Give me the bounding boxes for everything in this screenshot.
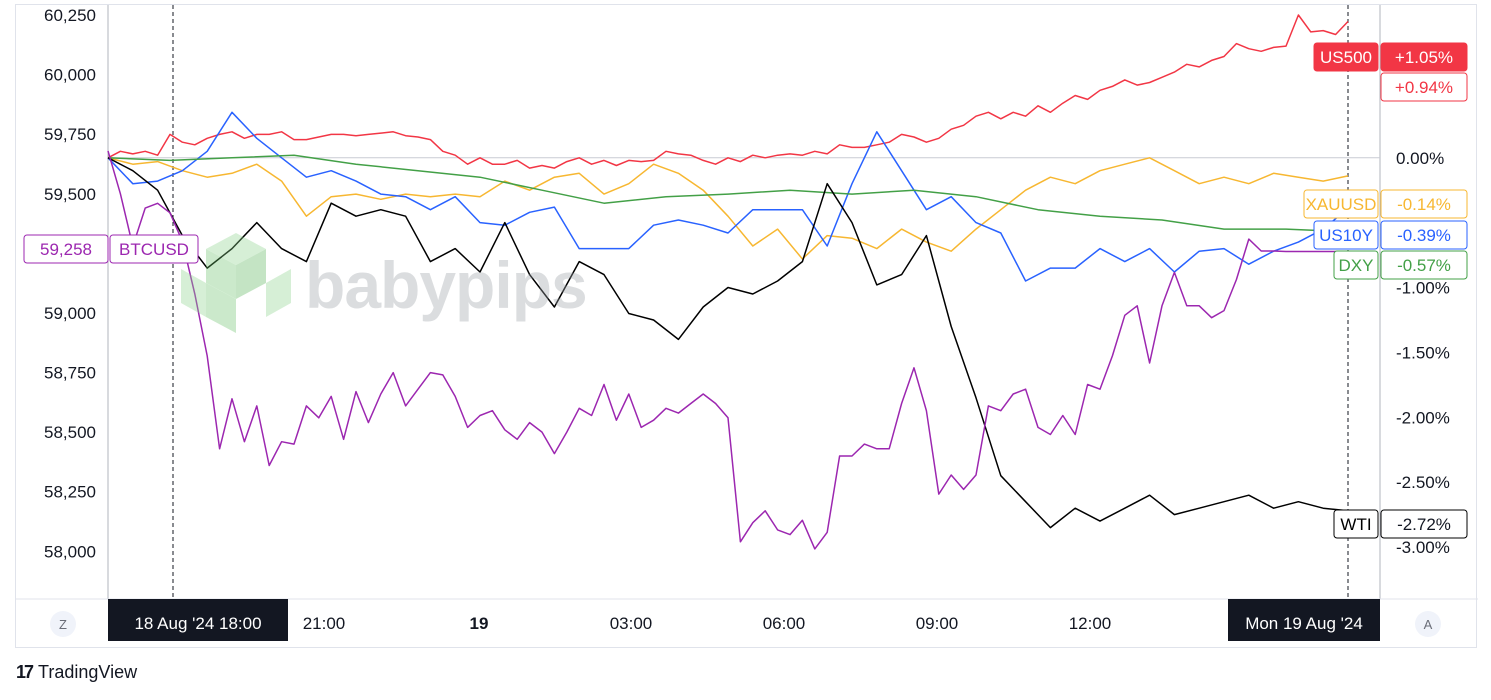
- left-tick-label: 59,500: [44, 185, 96, 204]
- badge-value-btcusd: 59,258: [40, 240, 92, 259]
- series-line-wti: [107, 157, 1349, 529]
- left-tick-label: 58,250: [44, 483, 96, 502]
- badge-name-us500: US500: [1320, 48, 1372, 67]
- badge-name-us10y: US10Y: [1319, 226, 1373, 245]
- right-tick-label: -3.00%: [1396, 538, 1450, 557]
- time-tick-label: 03:00: [610, 614, 653, 633]
- series-line-us500: [107, 14, 1349, 169]
- badge-value-us10y: -0.39%: [1397, 226, 1451, 245]
- tradingview-mark-icon: 17: [16, 662, 34, 682]
- scale-z-button[interactable]: Z: [50, 611, 76, 637]
- badge-value-dxy: -0.57%: [1397, 256, 1451, 275]
- series-line-xauusd: [107, 157, 1349, 260]
- right-tick-label: -2.00%: [1396, 408, 1450, 427]
- badge-name-box-xauusd: [1303, 189, 1379, 219]
- time-tick-label: 12:00: [1069, 614, 1112, 633]
- auto-scale-button[interactable]: A: [1415, 611, 1441, 637]
- badge-value-box-dxy: [1380, 250, 1468, 280]
- badge-sub-box-us500: [1380, 72, 1468, 102]
- tradingview-wordmark: TradingView: [38, 662, 138, 682]
- end-time-box: [1228, 599, 1380, 641]
- badge-sub-value-us500: +0.94%: [1395, 78, 1453, 97]
- badge-value-box-us500: [1380, 42, 1468, 72]
- left-tick-label: 58,000: [44, 542, 96, 561]
- left-tick-label: 58,500: [44, 423, 96, 442]
- start-time-label: 18 Aug '24 18:00: [134, 614, 261, 633]
- badge-value-box-wti: [1380, 509, 1468, 539]
- badge-name-box-dxy: [1333, 250, 1379, 280]
- badge-name-dxy: DXY: [1339, 256, 1374, 275]
- chart-svg[interactable]: 60,25060,00059,75059,50059,25059,00058,7…: [16, 5, 1478, 649]
- badge-value-wti: -2.72%: [1397, 515, 1451, 534]
- badge-name-box-btcusd: [109, 234, 199, 264]
- right-tick-label: 0.00%: [1396, 149, 1444, 168]
- left-tick-label: 59,000: [44, 304, 96, 323]
- right-tick-label: -2.50%: [1396, 473, 1450, 492]
- watermark-text: babypips: [305, 248, 588, 322]
- time-tick-label: 19: [470, 614, 489, 633]
- chart-frame: 60,25060,00059,75059,50059,25059,00058,7…: [15, 4, 1478, 649]
- tradingview-logo[interactable]: 17 TradingView: [16, 662, 137, 683]
- time-tick-label: 09:00: [916, 614, 959, 633]
- left-tick-label: 60,250: [44, 6, 96, 25]
- badge-name-box-wti: [1333, 509, 1379, 539]
- badge-name-box-us500: [1313, 42, 1379, 72]
- time-tick-label: 21:00: [303, 614, 346, 633]
- badge-name-xauusd: XAUUSD: [1306, 195, 1377, 214]
- series-line-us10y: [107, 111, 1349, 282]
- series-line-dxy: [107, 154, 1349, 233]
- time-tick-label: 06:00: [763, 614, 806, 633]
- badge-value-xauusd: -0.14%: [1397, 195, 1451, 214]
- left-tick-label: 60,000: [44, 66, 96, 85]
- left-tick-label: 59,750: [44, 125, 96, 144]
- badge-value-box-btcusd: [23, 234, 109, 264]
- badge-value-us500: +1.05%: [1395, 48, 1453, 67]
- right-tick-label: -1.50%: [1396, 343, 1450, 362]
- badge-name-btcusd: BTCUSD: [119, 240, 189, 259]
- badge-name-box-us10y: [1313, 220, 1379, 250]
- badge-value-box-xauusd: [1380, 189, 1468, 219]
- start-time-box: [108, 599, 288, 641]
- babypips-watermark: babypips: [181, 233, 588, 337]
- left-tick-label: 58,750: [44, 364, 96, 383]
- watermark-cubes-icon: [181, 233, 291, 333]
- badge-name-wti: WTI: [1340, 515, 1371, 534]
- series-line-btcusd: [107, 150, 1348, 550]
- end-time-label: Mon 19 Aug '24: [1245, 614, 1363, 633]
- badge-value-box-us10y: [1380, 220, 1468, 250]
- right-tick-label: -1.00%: [1396, 279, 1450, 298]
